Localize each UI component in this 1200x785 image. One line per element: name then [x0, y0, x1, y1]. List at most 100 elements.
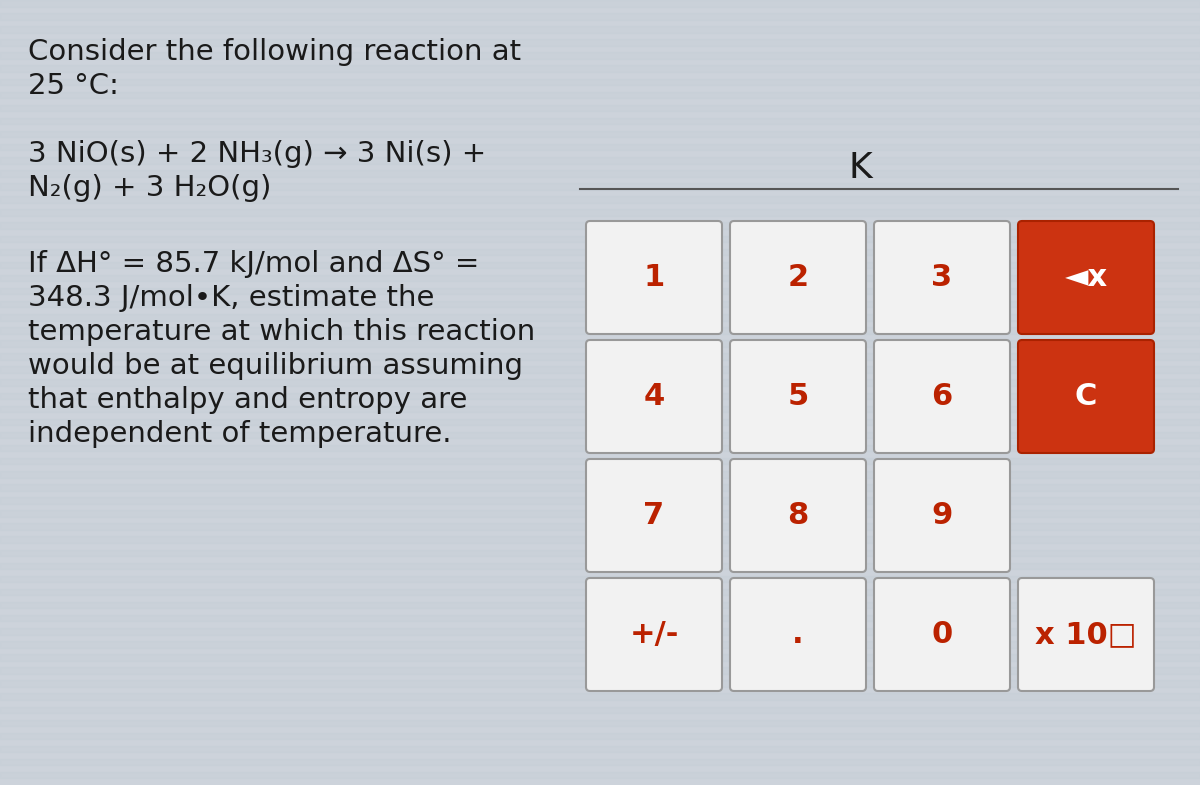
Text: ◄x: ◄x: [1064, 263, 1108, 292]
Bar: [0, 65, 1200, 72]
Bar: [0, 418, 1200, 425]
Bar: [0, 249, 1200, 255]
Bar: [0, 314, 1200, 320]
Bar: [0, 445, 1200, 451]
Text: 25 °C:: 25 °C:: [28, 72, 119, 100]
Bar: [0, 288, 1200, 294]
FancyBboxPatch shape: [874, 221, 1010, 334]
Bar: [0, 458, 1200, 465]
Bar: [0, 379, 1200, 386]
Text: independent of temperature.: independent of temperature.: [28, 420, 451, 448]
Text: If ΔH° = 85.7 kJ/mol and ΔS° =: If ΔH° = 85.7 kJ/mol and ΔS° =: [28, 250, 479, 278]
Bar: [0, 261, 1200, 268]
Bar: [0, 327, 1200, 334]
FancyBboxPatch shape: [730, 221, 866, 334]
Bar: [0, 406, 1200, 412]
Text: 9: 9: [931, 501, 953, 530]
Text: 2: 2: [787, 263, 809, 292]
Bar: [0, 0, 1200, 6]
Bar: [0, 746, 1200, 752]
Bar: [0, 196, 1200, 203]
Bar: [0, 759, 1200, 765]
Bar: [0, 353, 1200, 360]
Bar: [0, 131, 1200, 137]
Bar: [0, 236, 1200, 242]
Bar: [0, 654, 1200, 661]
Bar: [0, 681, 1200, 687]
Bar: [0, 157, 1200, 163]
Text: .: .: [792, 620, 804, 649]
Text: 4: 4: [643, 382, 665, 411]
Bar: [0, 78, 1200, 85]
Bar: [0, 340, 1200, 347]
Bar: [0, 589, 1200, 595]
Bar: [0, 367, 1200, 373]
Bar: [0, 484, 1200, 491]
Text: x 10□: x 10□: [1036, 620, 1136, 649]
FancyBboxPatch shape: [1018, 578, 1154, 691]
Bar: [0, 144, 1200, 151]
Text: N₂(g) + 3 H₂O(g): N₂(g) + 3 H₂O(g): [28, 174, 271, 202]
Bar: [0, 615, 1200, 622]
Text: 3: 3: [931, 263, 953, 292]
Bar: [0, 104, 1200, 111]
Bar: [0, 693, 1200, 700]
Text: 348.3 J/mol•K, estimate the: 348.3 J/mol•K, estimate the: [28, 284, 434, 312]
Text: temperature at which this reaction: temperature at which this reaction: [28, 318, 535, 346]
Bar: [0, 602, 1200, 608]
Bar: [0, 732, 1200, 739]
FancyBboxPatch shape: [874, 578, 1010, 691]
FancyBboxPatch shape: [874, 340, 1010, 453]
Text: +/-: +/-: [629, 620, 679, 649]
FancyBboxPatch shape: [586, 578, 722, 691]
Bar: [0, 575, 1200, 582]
Bar: [0, 432, 1200, 438]
Bar: [0, 706, 1200, 713]
Bar: [0, 222, 1200, 229]
FancyBboxPatch shape: [1018, 340, 1154, 453]
Bar: [0, 118, 1200, 124]
Bar: [0, 471, 1200, 477]
FancyBboxPatch shape: [1018, 221, 1154, 334]
Bar: [0, 13, 1200, 20]
Bar: [0, 392, 1200, 399]
Text: K: K: [848, 151, 872, 185]
FancyBboxPatch shape: [874, 459, 1010, 572]
Text: 7: 7: [643, 501, 665, 530]
Bar: [0, 628, 1200, 634]
FancyBboxPatch shape: [730, 340, 866, 453]
Bar: [0, 183, 1200, 190]
Bar: [0, 275, 1200, 281]
Text: that enthalpy and entropy are: that enthalpy and entropy are: [28, 386, 467, 414]
Bar: [0, 720, 1200, 726]
Bar: [0, 92, 1200, 98]
FancyBboxPatch shape: [730, 459, 866, 572]
FancyBboxPatch shape: [586, 221, 722, 334]
Bar: [0, 39, 1200, 46]
Bar: [0, 772, 1200, 779]
Text: 6: 6: [931, 382, 953, 411]
Bar: [0, 536, 1200, 543]
Text: 1: 1: [643, 263, 665, 292]
Text: 0: 0: [931, 620, 953, 649]
Bar: [0, 301, 1200, 308]
Bar: [0, 210, 1200, 216]
Bar: [0, 524, 1200, 530]
Text: 5: 5: [787, 382, 809, 411]
Bar: [0, 53, 1200, 59]
Text: 8: 8: [787, 501, 809, 530]
Bar: [0, 510, 1200, 517]
FancyBboxPatch shape: [730, 578, 866, 691]
Bar: [0, 550, 1200, 556]
Bar: [0, 563, 1200, 569]
FancyBboxPatch shape: [586, 340, 722, 453]
Text: Consider the following reaction at: Consider the following reaction at: [28, 38, 521, 66]
Text: C: C: [1075, 382, 1097, 411]
Bar: [0, 641, 1200, 648]
Bar: [0, 667, 1200, 674]
Text: would be at equilibrium assuming: would be at equilibrium assuming: [28, 352, 523, 380]
Bar: [0, 497, 1200, 504]
Bar: [0, 170, 1200, 177]
Bar: [0, 26, 1200, 33]
FancyBboxPatch shape: [586, 459, 722, 572]
